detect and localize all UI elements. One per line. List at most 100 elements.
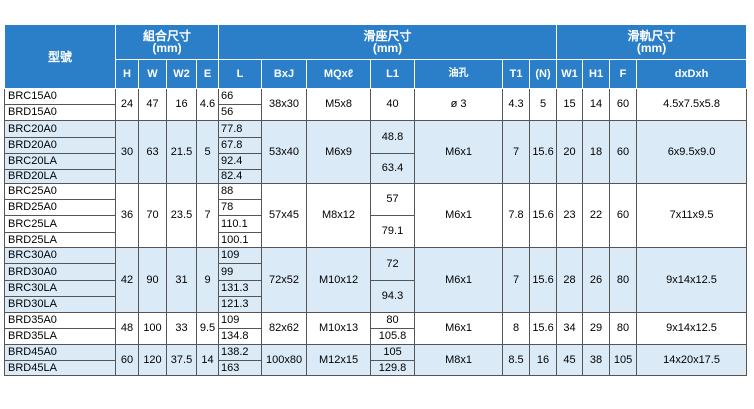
table-row: BRD25LA 100.1 (4, 232, 747, 248)
t1-cell: 7.8 (502, 183, 531, 248)
w1-cell: 20 (556, 120, 584, 184)
l1-cell: 94.3 (370, 280, 416, 313)
col-header-n: (N) (529, 59, 558, 89)
col-header-e: E (195, 59, 220, 89)
f-cell: 60 (609, 183, 638, 248)
dxdxh-cell: 14x20x17.5 (636, 344, 748, 376)
l1-cell: 79.1 (370, 215, 416, 248)
w2-cell: 31 (166, 247, 197, 313)
table-row: BRD35A0 48 100 33 9.5 109 82x62 M10x13 80 M6x1 8 15… (4, 312, 748, 345)
model-cell: BRC25A0 (4, 183, 116, 200)
assembly-dim-title: 組合尺寸 (143, 29, 192, 43)
e-cell: 4.6 (195, 88, 220, 121)
l1-cell: 57 (370, 183, 416, 216)
model-cell: BRD30A0 (4, 263, 116, 281)
bxj-cell: 72x52 (261, 247, 308, 313)
l-cell: 109 (218, 312, 263, 329)
model-cell: BRC30A0 (4, 247, 116, 264)
col-header-dxdxh: dxDxh (636, 59, 748, 89)
oil-hole-cell: M8x1 (414, 344, 504, 376)
oil-hole-cell: M6x1 (414, 120, 504, 184)
w-cell: 120 (138, 344, 167, 376)
w-cell: 47 (138, 88, 167, 121)
l-cell: 99 (218, 263, 263, 281)
h1-cell: 38 (582, 344, 611, 376)
w2-cell: 16 (166, 88, 197, 121)
dxdxh-cell: 4.5x7.5x5.8 (636, 88, 748, 121)
w1-cell: 34 (556, 312, 584, 345)
model-cell: BRD25A0 (4, 199, 116, 216)
t1-cell: 4.3 (502, 88, 531, 121)
l-cell: 121.3 (218, 296, 263, 313)
oil-hole-cell: ø 3 (414, 88, 504, 121)
w1-cell: 45 (556, 344, 584, 376)
col-header-oil-hole: 油孔 (414, 59, 504, 89)
e-cell: 9.5 (195, 312, 220, 345)
l1-cell: 80 (370, 312, 416, 329)
col-header-l1: L1 (370, 59, 416, 89)
linear-guide-spec-table: 型號 組合尺寸 (mm) 滑座尺寸 (mm) 滑軌尺寸 (mm) H W W2 … (4, 24, 748, 376)
l-cell: 82.4 (218, 169, 263, 184)
col-header-w: W (138, 59, 167, 89)
oil-hole-cell: M6x1 (414, 183, 504, 248)
n-cell: 15.6 (529, 312, 558, 345)
f-cell: 80 (609, 312, 638, 345)
l-cell: 77.8 (218, 120, 263, 138)
mq-cell: M10x12 (306, 247, 372, 313)
model-cell: BRC30LA (4, 280, 116, 297)
l-cell: 138.2 (218, 344, 263, 361)
bxj-cell: 53x40 (261, 120, 308, 184)
dxdxh-cell: 7x11x9.5 (636, 183, 748, 248)
model-cell: BRD45A0 (4, 344, 116, 361)
h-cell: 60 (115, 344, 139, 376)
bxj-cell: 38x30 (261, 88, 308, 121)
block-dim-unit: (mm) (372, 41, 403, 55)
l1-cell: 72 (370, 247, 416, 281)
rail-dim-header: 滑軌尺寸 (mm) (556, 24, 748, 60)
l-cell: 67.8 (218, 137, 263, 154)
f-cell: 60 (609, 120, 638, 184)
l-cell: 78 (218, 199, 263, 216)
model-cell: BRC20A0 (4, 120, 116, 138)
h-cell: 42 (115, 247, 139, 313)
l-cell: 56 (218, 104, 263, 121)
col-header-f: F (609, 59, 638, 89)
t1-cell: 7 (502, 247, 531, 313)
l-cell: 66 (218, 88, 263, 105)
l1-cell: 105.8 (370, 328, 416, 345)
mq-cell: M8x12 (306, 183, 372, 248)
n-cell: 5 (529, 88, 558, 121)
col-header-h1: H1 (582, 59, 611, 89)
model-cell: BRD45LA (4, 360, 116, 376)
model-cell: BRD20LA (4, 169, 116, 184)
assembly-dim-unit: (mm) (152, 41, 182, 55)
w2-cell: 21.5 (166, 120, 197, 184)
model-cell: BRD25LA (4, 232, 116, 248)
table-row: BRD20LA 82.4 (4, 169, 747, 184)
h1-cell: 29 (582, 312, 611, 345)
h-cell: 36 (115, 183, 139, 248)
w-cell: 63 (138, 120, 167, 184)
h1-cell: 14 (582, 88, 611, 121)
w2-cell: 37.5 (166, 344, 197, 376)
table-row: BRD45A0 60 120 37.5 14 138.2 100x80 M12x15 105 M8… (4, 344, 748, 376)
t1-cell: 8.5 (502, 344, 531, 376)
bxj-cell: 82x62 (261, 312, 308, 345)
f-cell: 60 (609, 88, 638, 121)
t1-cell: 7 (502, 120, 531, 184)
col-header-w2: W2 (166, 59, 197, 89)
bxj-cell: 100x80 (261, 344, 308, 376)
n-cell: 15.6 (529, 183, 558, 248)
w-cell: 70 (138, 183, 167, 248)
n-cell: 15.6 (529, 247, 558, 313)
dxdxh-cell: 9x14x12.5 (636, 312, 748, 345)
table-row: BRD30A0 99 (4, 263, 747, 281)
model-cell: BRD20A0 (4, 137, 116, 154)
w-cell: 100 (138, 312, 167, 345)
block-dim-title: 滑座尺寸 (363, 29, 412, 43)
table-row: BRC15A0 24 47 16 4.6 66 38x30 M5x8 40 ø 3 4.3 5 15 14… (4, 88, 748, 121)
l-cell: 92.4 (218, 153, 263, 170)
e-cell: 14 (195, 344, 220, 376)
table-row: BRD45LA 163 129.8 (4, 360, 747, 376)
